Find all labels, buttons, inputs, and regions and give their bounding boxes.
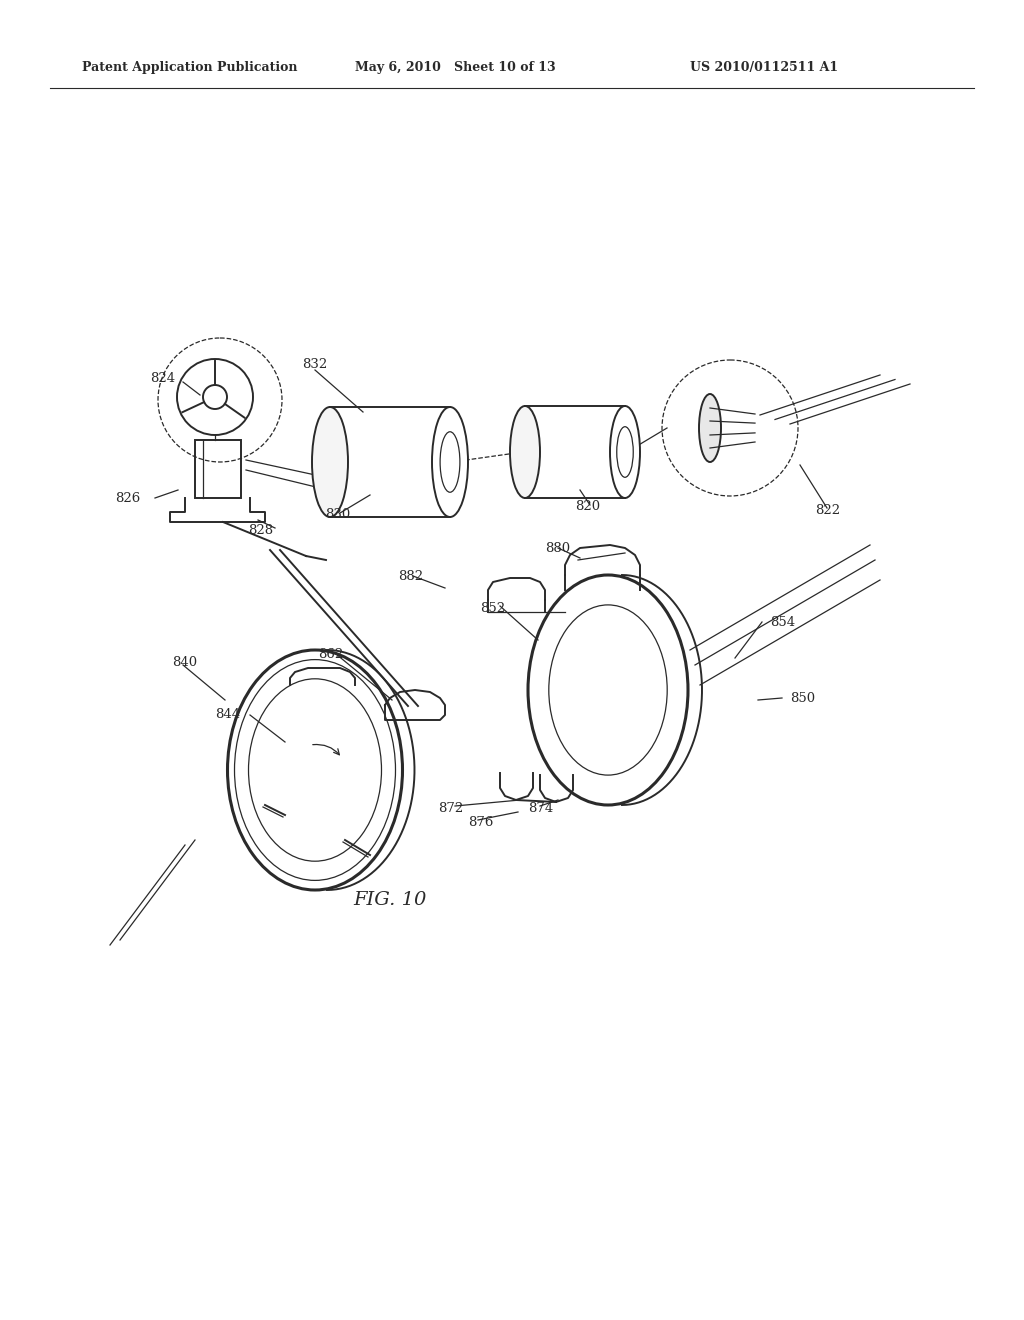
Text: 876: 876	[468, 816, 494, 829]
Text: 824: 824	[150, 371, 175, 384]
Ellipse shape	[312, 407, 348, 517]
Ellipse shape	[543, 595, 674, 784]
Text: 850: 850	[790, 692, 815, 705]
Text: US 2010/0112511 A1: US 2010/0112511 A1	[690, 62, 838, 74]
Ellipse shape	[610, 407, 640, 498]
Text: 882: 882	[398, 570, 423, 583]
Text: 830: 830	[325, 508, 350, 521]
Text: 874: 874	[528, 801, 553, 814]
Text: 828: 828	[248, 524, 273, 536]
Text: 852: 852	[480, 602, 505, 615]
Bar	[195, 440, 241, 498]
Text: 826: 826	[115, 491, 140, 504]
Text: 844: 844	[215, 709, 240, 722]
Text: 820: 820	[575, 500, 600, 513]
Text: FIG. 10: FIG. 10	[353, 891, 427, 909]
Text: 832: 832	[302, 359, 328, 371]
Ellipse shape	[432, 407, 468, 517]
Ellipse shape	[538, 589, 678, 791]
Ellipse shape	[699, 393, 721, 462]
Text: 854: 854	[770, 615, 795, 628]
Text: May 6, 2010   Sheet 10 of 13: May 6, 2010 Sheet 10 of 13	[355, 62, 556, 74]
Text: 880: 880	[545, 541, 570, 554]
Text: 822: 822	[815, 503, 840, 516]
Text: 840: 840	[172, 656, 198, 668]
Ellipse shape	[227, 649, 402, 890]
Text: 862: 862	[318, 648, 343, 661]
Ellipse shape	[510, 407, 540, 498]
Text: 872: 872	[438, 801, 463, 814]
Ellipse shape	[528, 576, 688, 805]
Text: Patent Application Publication: Patent Application Publication	[82, 62, 298, 74]
